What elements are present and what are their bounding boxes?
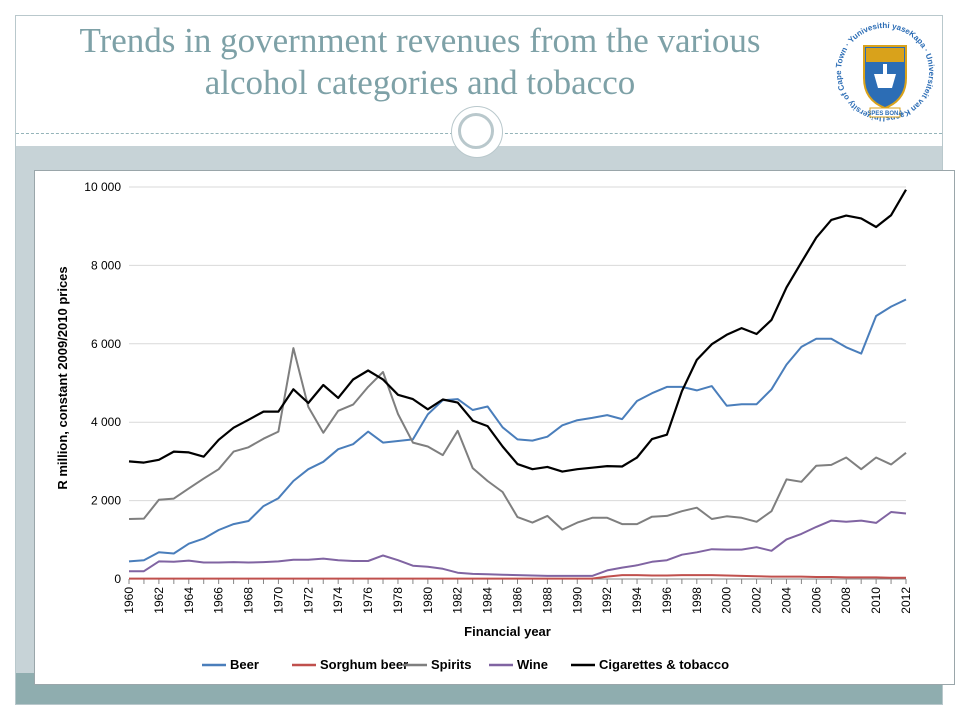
x-tick-label: 1994 [630,587,644,614]
series-line-wine [129,511,907,577]
x-tick-label: 1996 [660,587,674,614]
line-chart: 0 2 000 4 000 6 000 8 000 10 000 1960 1962 1964 1… [55,180,913,672]
x-tick-label: 1986 [511,587,525,614]
y-tick-label: 10 000 [84,180,121,194]
x-tick-label: 2000 [720,587,734,614]
x-tick-label: 1962 [152,587,166,614]
x-tick-label: 2002 [750,587,764,614]
university-crest-logo: University of Cape Town · Yunivesithi ya… [830,16,937,124]
x-tick-label: 1990 [570,587,584,614]
series-line-spirits [128,347,907,531]
x-tick-label: 1978 [391,587,405,614]
y-tick-label: 8 000 [91,258,121,272]
x-tick-label: 1982 [451,587,465,614]
x-tick-label: 2004 [779,587,793,614]
y-tick-label: 2 000 [91,494,121,508]
slide-title-line-2: alcohol categories and tobacco [204,63,636,102]
x-tick-label: 1972 [301,587,315,614]
x-tick-label: 1998 [690,587,704,614]
y-tick-label: 0 [114,572,121,586]
series-line-sorghum-beer [129,574,906,580]
x-tick-label: 2008 [839,587,853,614]
legend-label: Sorghum beer [320,657,408,672]
x-tick-label: 1984 [481,587,495,614]
y-tick-label: 6 000 [91,337,121,351]
legend-label: Wine [517,657,548,672]
crest-banner-text: SPES BONA [867,111,903,117]
x-tick-label: 1964 [182,587,196,614]
x-tick-label: 1974 [331,587,345,614]
chart-container: 0 2 000 4 000 6 000 8 000 10 000 1960 1962 1964 1… [34,170,955,685]
slide-title: Trends in government revenues from the v… [20,20,820,104]
legend-label: Spirits [431,657,471,672]
x-tick-label: 1966 [212,587,226,614]
legend-label: Beer [230,657,259,672]
x-tick-label: 1980 [421,587,435,614]
x-tick-label: 1968 [242,587,256,614]
x-tick-label: 2006 [809,587,823,614]
x-tick-label: 1992 [600,587,614,614]
x-tick-label: 1988 [540,587,554,614]
x-tick-label: 2010 [869,587,883,614]
x-tick-label: 2012 [899,587,913,614]
x-tick-label: 1976 [361,587,375,614]
x-tick-label: 1970 [271,587,285,614]
series-line-cigarettes-tobacco [128,189,907,473]
y-tick-label: 4 000 [91,415,121,429]
series-line-beer [128,298,907,563]
y-axis-title: R million, constant 2009/2010 prices [55,266,70,489]
slide-title-line-1: Trends in government revenues from the v… [79,21,761,60]
title-ornament-circle [451,106,503,158]
x-axis-title: Financial year [464,624,551,639]
x-tick-label: 1960 [122,587,136,614]
legend-label: Cigarettes & tobacco [599,657,729,672]
